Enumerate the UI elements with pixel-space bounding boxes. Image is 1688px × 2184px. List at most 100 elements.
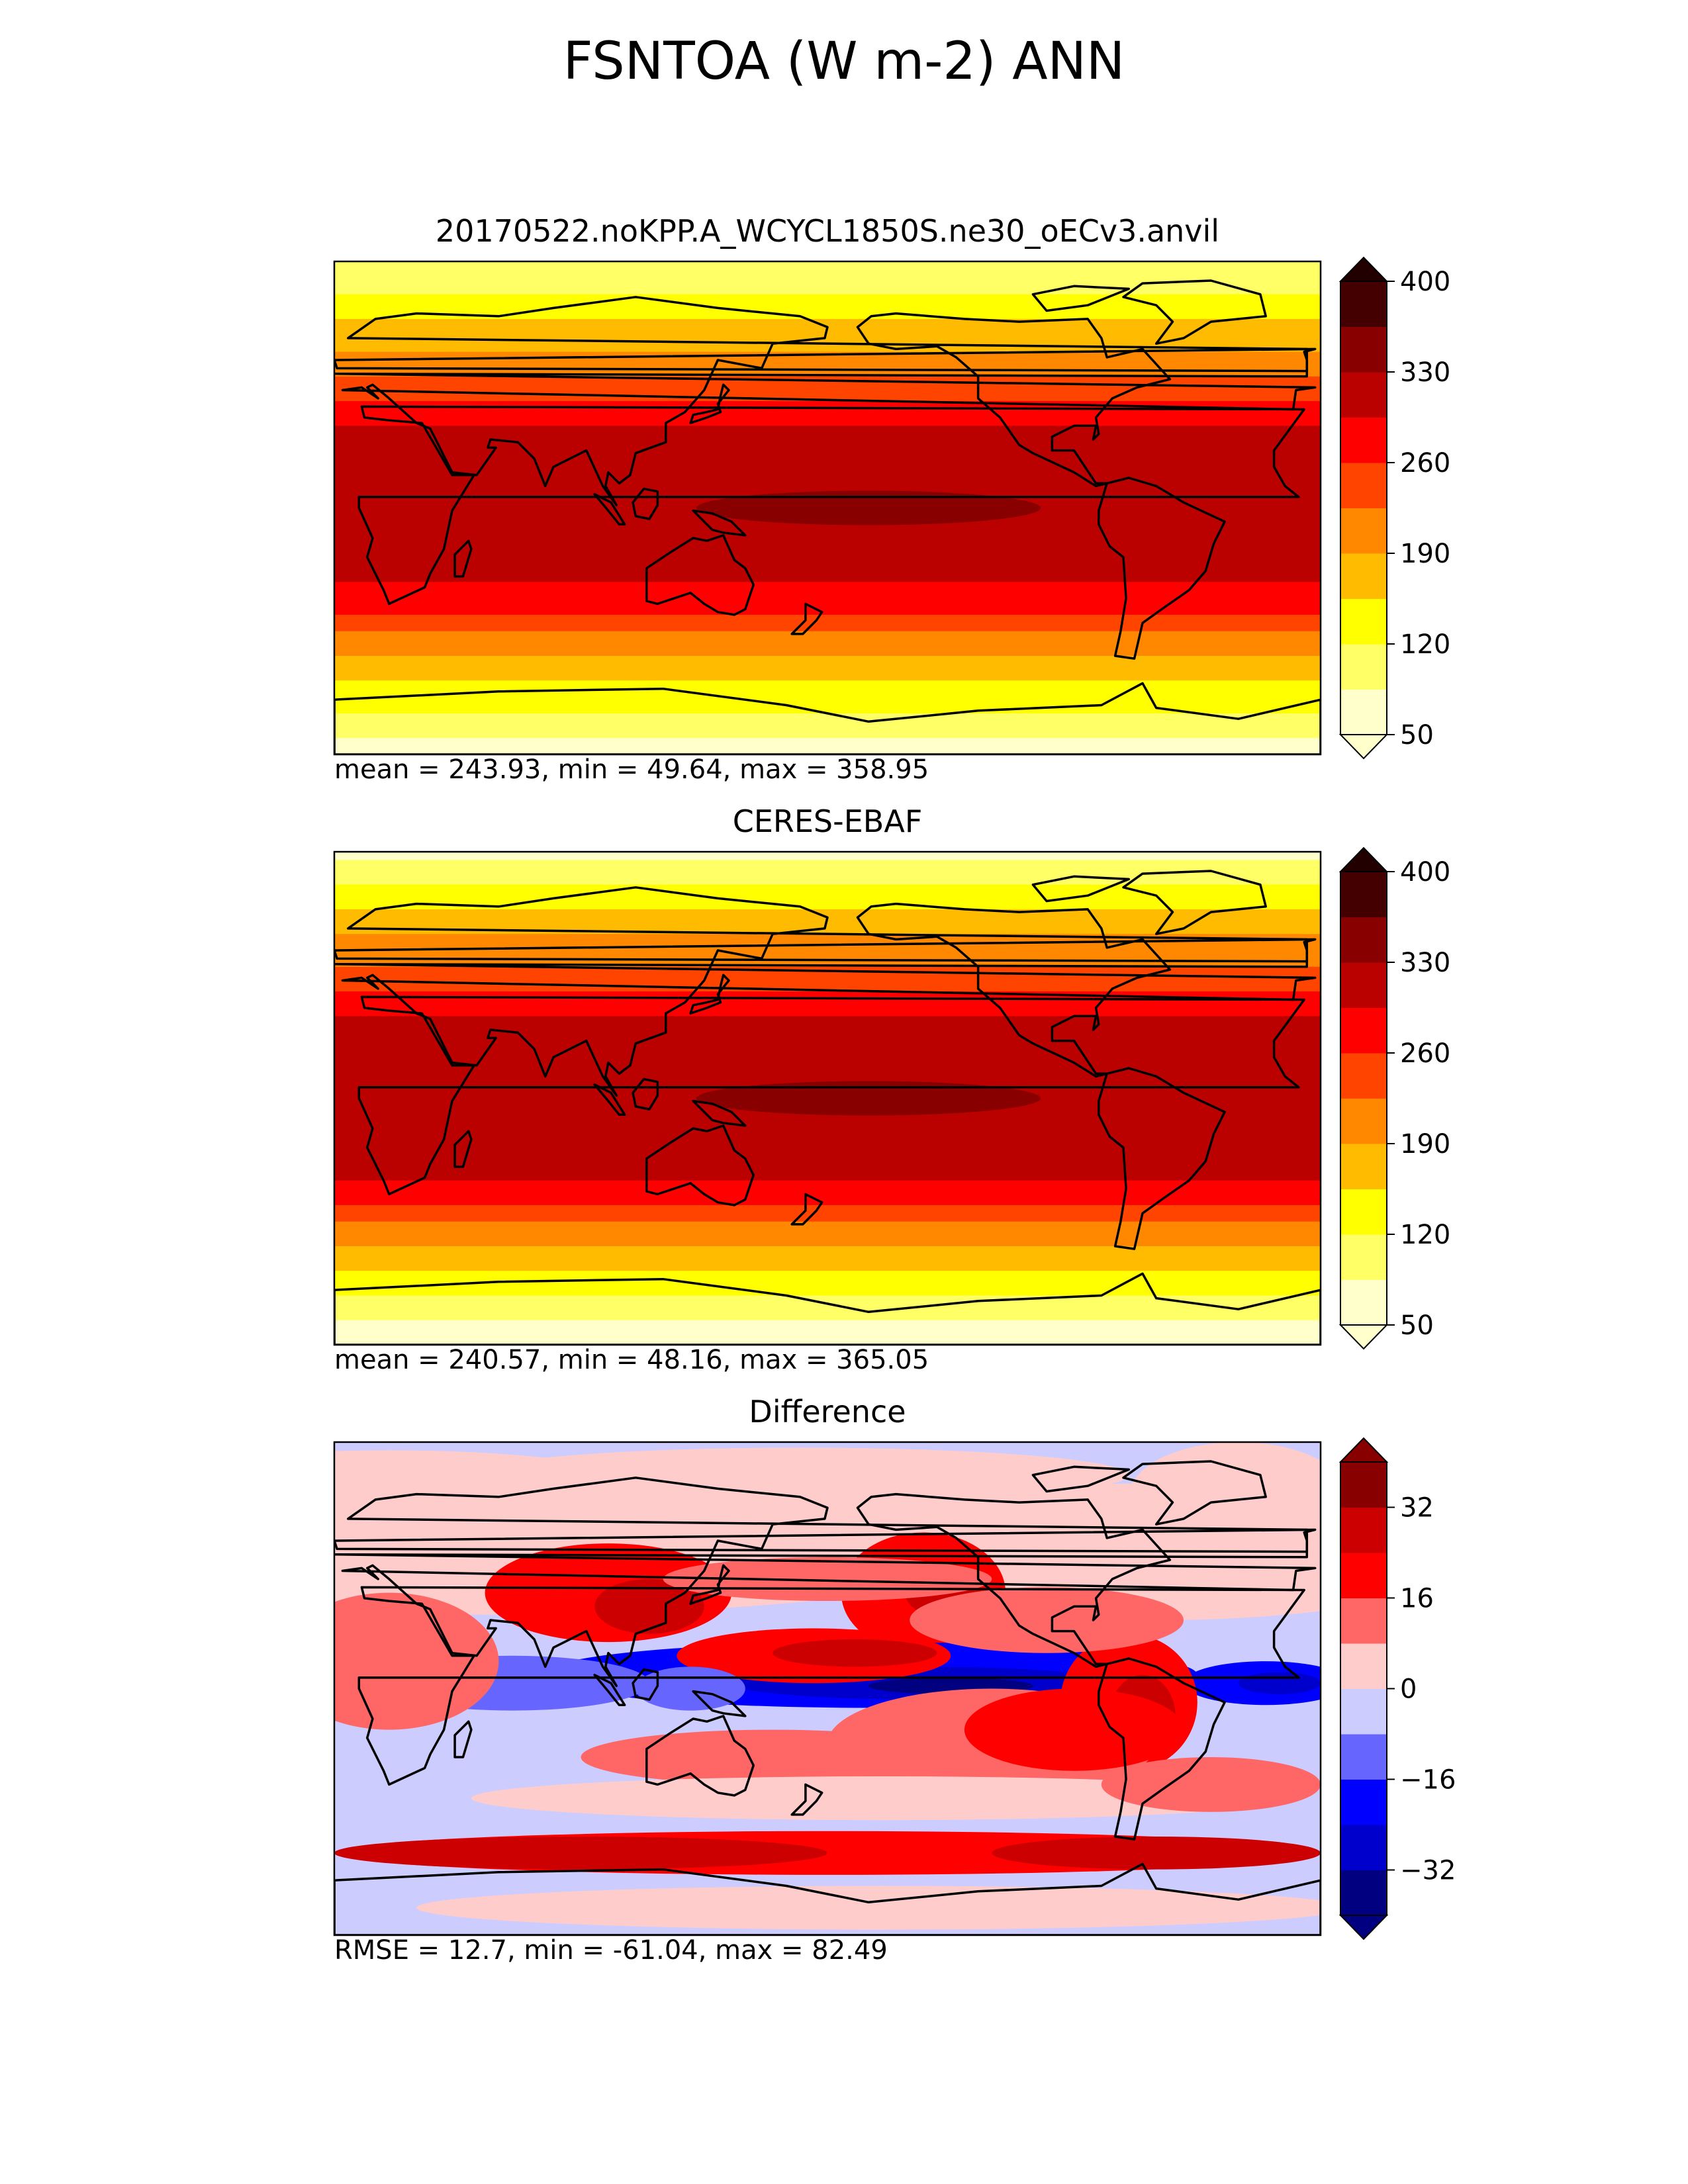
coastline-arctic-islands-wrap	[46, 876, 142, 901]
field-band	[334, 598, 1321, 608]
field-band	[334, 656, 1321, 665]
coastline-antarctica	[334, 1272, 1321, 1345]
coastline-antarctica-wrap	[334, 1879, 336, 1935]
coastline-south-america	[1098, 477, 1226, 660]
colorbar-tick-label: −16	[1400, 1765, 1456, 1796]
field-band	[334, 1230, 1321, 1239]
coastlines	[0, 1460, 1321, 1935]
coastline-arctic-islands	[1031, 875, 1131, 903]
coastline-antarctica	[334, 682, 1321, 754]
coastline-europe-asia	[334, 296, 1317, 507]
colorbar-tick-label: 50	[1400, 720, 1434, 751]
field-band	[334, 975, 1321, 984]
field-band	[334, 729, 1321, 739]
field-max-core	[696, 1081, 1041, 1116]
colorbar-swatch	[1340, 689, 1387, 735]
colorbar-swatch	[1340, 1643, 1387, 1689]
anomaly-region	[1101, 1757, 1321, 1812]
coastline-south-america-wrap	[113, 1068, 238, 1249]
field-band	[334, 450, 1321, 459]
coastline-greenland	[1122, 279, 1267, 345]
field-band	[334, 524, 1321, 533]
coastline-europe-asia-wrap	[0, 887, 329, 1096]
coastline-africa-wrap	[0, 406, 318, 604]
field-band	[334, 360, 1321, 369]
coastline-borneo	[632, 1077, 659, 1111]
anomaly-region	[416, 1886, 1321, 1930]
colorbar-extend-max	[1338, 846, 1389, 872]
field-band	[334, 1205, 1321, 1214]
coastline-greenland-wrap	[137, 1461, 279, 1524]
coastline-africa	[357, 405, 1305, 606]
panel-3-stats: RMSE = 12.7, min = -61.04, max = 82.49	[334, 1935, 888, 1966]
colorbar-tick-label: 260	[1400, 448, 1450, 478]
field-band	[334, 541, 1321, 550]
field-band	[334, 884, 1321, 893]
coastline-south-america-wrap	[113, 478, 238, 659]
field-band	[334, 549, 1321, 558]
colorbar-2: 50 120 190 260 330 400	[1338, 846, 1450, 1350]
coastline-japan	[689, 1564, 730, 1605]
colorbar-swatch	[1340, 1507, 1387, 1553]
anomaly-region	[773, 1639, 937, 1667]
field-band	[334, 261, 1321, 271]
coastline-north-america	[856, 312, 1172, 488]
coastline-madagascar	[453, 539, 473, 578]
field-band	[334, 1287, 1321, 1297]
colorbar-swatch	[1340, 553, 1387, 599]
coastline-madagascar	[453, 1720, 473, 1758]
field-band	[334, 557, 1321, 567]
field-band	[334, 664, 1321, 673]
field-band	[334, 893, 1321, 902]
colorbar-swatch	[1340, 463, 1387, 508]
field-band	[334, 1122, 1321, 1132]
coastline-indonesia	[593, 493, 626, 526]
field-band	[334, 738, 1321, 747]
field-band	[334, 623, 1321, 632]
field-band	[334, 1163, 1321, 1173]
field-band	[334, 999, 1321, 1009]
field-band	[334, 1172, 1321, 1181]
colorbar-tick-label: 120	[1400, 629, 1450, 660]
field-band	[334, 565, 1321, 574]
colorbar-tick-label: 190	[1400, 539, 1450, 569]
coastline-antarctica-wrap	[334, 698, 336, 754]
coastline-british-isles	[334, 1528, 1317, 1553]
map-frame	[333, 260, 1322, 756]
coastline-north-america-wrap	[0, 1494, 183, 1667]
coastline-north-america	[856, 902, 1172, 1078]
colorbar-swatch	[1340, 1870, 1387, 1916]
field-band	[334, 672, 1321, 681]
field-band	[334, 1189, 1321, 1198]
coastline-south-america	[1098, 1067, 1226, 1250]
field-band	[334, 409, 1321, 418]
colorbar-swatch	[1340, 1007, 1387, 1054]
colorbar-swatch	[1340, 372, 1387, 418]
field-band	[334, 1254, 1321, 1263]
coastline-new-zealand	[790, 1783, 823, 1816]
field-band	[334, 1049, 1321, 1058]
field-band	[334, 647, 1321, 657]
coastline-north-america-wrap	[0, 314, 183, 486]
colorbar-swatch	[1340, 644, 1387, 690]
anomaly-region	[1238, 1672, 1321, 1694]
field-band	[334, 1007, 1321, 1017]
field-band	[334, 852, 1321, 861]
coastline-africa-wrap	[0, 997, 318, 1194]
colorbar-3: −32 −16 0 16 32	[1338, 1437, 1456, 1940]
map-frame	[333, 850, 1322, 1346]
coastline-borneo	[632, 487, 659, 520]
coastline-australia	[645, 534, 755, 616]
colorbar-swatch	[1340, 1279, 1387, 1326]
field-band	[334, 1073, 1321, 1083]
field-band	[334, 1065, 1321, 1074]
coastline-japan	[689, 383, 730, 424]
colorbar-swatch	[1340, 326, 1387, 373]
field-band	[334, 1221, 1321, 1230]
field-band	[334, 459, 1321, 468]
field-band	[334, 442, 1321, 451]
field-band	[334, 318, 1321, 328]
field-band	[334, 721, 1321, 731]
colorbar-frame	[1340, 871, 1387, 1326]
colorbar-swatch	[1340, 1598, 1387, 1644]
